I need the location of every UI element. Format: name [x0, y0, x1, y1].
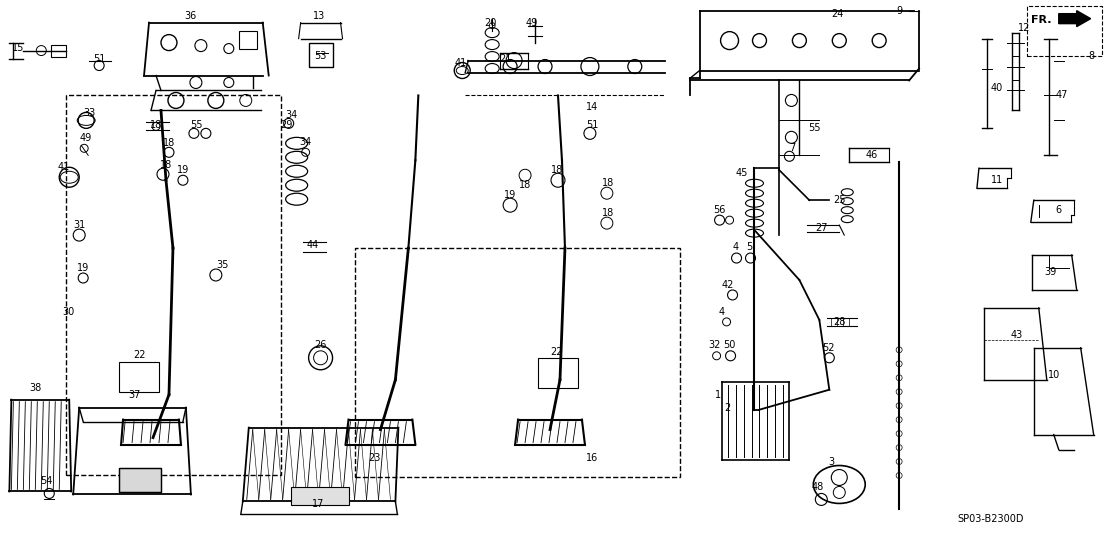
Bar: [119, 467, 161, 493]
Text: 14: 14: [586, 102, 598, 112]
Text: 19: 19: [78, 263, 90, 273]
Text: 24: 24: [831, 9, 843, 19]
Text: 18: 18: [163, 138, 175, 148]
Text: 41: 41: [58, 162, 70, 173]
Text: 19: 19: [177, 165, 189, 175]
Text: 6: 6: [1056, 205, 1061, 215]
Text: 45: 45: [736, 168, 748, 178]
Text: 13: 13: [312, 11, 325, 20]
Bar: [239, 30, 257, 49]
Text: 37: 37: [127, 390, 141, 400]
Bar: [119, 362, 158, 392]
Text: 54: 54: [40, 477, 52, 487]
Text: 51: 51: [93, 54, 105, 64]
Text: 3: 3: [829, 457, 834, 467]
Text: 33: 33: [83, 108, 95, 118]
Text: 4: 4: [718, 307, 725, 317]
Text: 55: 55: [191, 121, 203, 131]
Text: 5: 5: [747, 242, 752, 252]
Text: 36: 36: [185, 11, 197, 20]
Text: 19: 19: [504, 190, 516, 200]
Text: 9: 9: [896, 6, 902, 15]
Text: 46: 46: [865, 150, 878, 160]
Text: 30: 30: [62, 307, 74, 317]
Text: 35: 35: [217, 260, 229, 270]
Text: 47: 47: [1056, 91, 1068, 101]
Text: 20: 20: [484, 18, 496, 28]
Text: 18: 18: [160, 160, 172, 170]
Bar: [66, 96, 280, 474]
Text: 55: 55: [808, 123, 821, 133]
Text: 48: 48: [811, 482, 823, 493]
Text: 34: 34: [299, 137, 311, 147]
Text: 22: 22: [551, 347, 563, 357]
Text: 56: 56: [714, 205, 726, 215]
Bar: [1027, 6, 1101, 55]
Text: FR.: FR.: [1030, 14, 1051, 25]
Text: 17: 17: [312, 499, 325, 509]
Bar: [538, 358, 578, 388]
Text: 22: 22: [133, 350, 145, 360]
Text: 52: 52: [822, 343, 834, 353]
Text: 11: 11: [991, 175, 1003, 185]
Text: 4: 4: [732, 242, 739, 252]
Text: 31: 31: [73, 220, 85, 230]
Text: 28: 28: [833, 317, 845, 327]
Text: 49: 49: [526, 18, 538, 28]
Text: 18: 18: [602, 178, 614, 188]
Text: 8: 8: [1088, 50, 1095, 61]
Text: SP03-B2300D: SP03-B2300D: [957, 514, 1024, 524]
Text: 26: 26: [315, 340, 327, 350]
Text: 43: 43: [1010, 330, 1023, 340]
Text: 51: 51: [586, 121, 598, 131]
Text: 41: 41: [454, 58, 466, 67]
Text: 49: 49: [80, 133, 92, 143]
Bar: [356, 248, 679, 477]
Text: 21: 21: [499, 54, 511, 64]
Text: 39: 39: [1045, 267, 1057, 277]
Bar: [119, 467, 161, 493]
Bar: [309, 43, 332, 66]
Text: 7: 7: [789, 143, 796, 153]
Text: 50: 50: [724, 340, 736, 350]
Text: 18: 18: [602, 208, 614, 218]
Bar: [51, 45, 66, 56]
Text: 40: 40: [991, 84, 1003, 93]
Text: 2: 2: [725, 403, 730, 413]
Text: 25: 25: [833, 195, 845, 205]
Text: 23: 23: [368, 452, 381, 462]
Text: 44: 44: [307, 240, 319, 250]
Text: 18: 18: [519, 180, 531, 190]
Text: 1: 1: [715, 390, 720, 400]
FancyArrow shape: [1059, 11, 1090, 27]
Text: 32: 32: [708, 340, 721, 350]
Bar: [290, 487, 349, 505]
Text: 29: 29: [280, 121, 293, 131]
Text: 12: 12: [1017, 23, 1030, 33]
Text: 38: 38: [29, 383, 41, 393]
Text: 42: 42: [721, 280, 733, 290]
Text: 15: 15: [12, 43, 24, 53]
Text: 53: 53: [315, 50, 327, 61]
Text: 18: 18: [551, 165, 563, 175]
Text: 10: 10: [1048, 370, 1060, 380]
Text: 18: 18: [150, 121, 162, 131]
Text: 16: 16: [586, 452, 598, 462]
Text: 34: 34: [286, 111, 298, 121]
Text: 27: 27: [815, 223, 828, 233]
